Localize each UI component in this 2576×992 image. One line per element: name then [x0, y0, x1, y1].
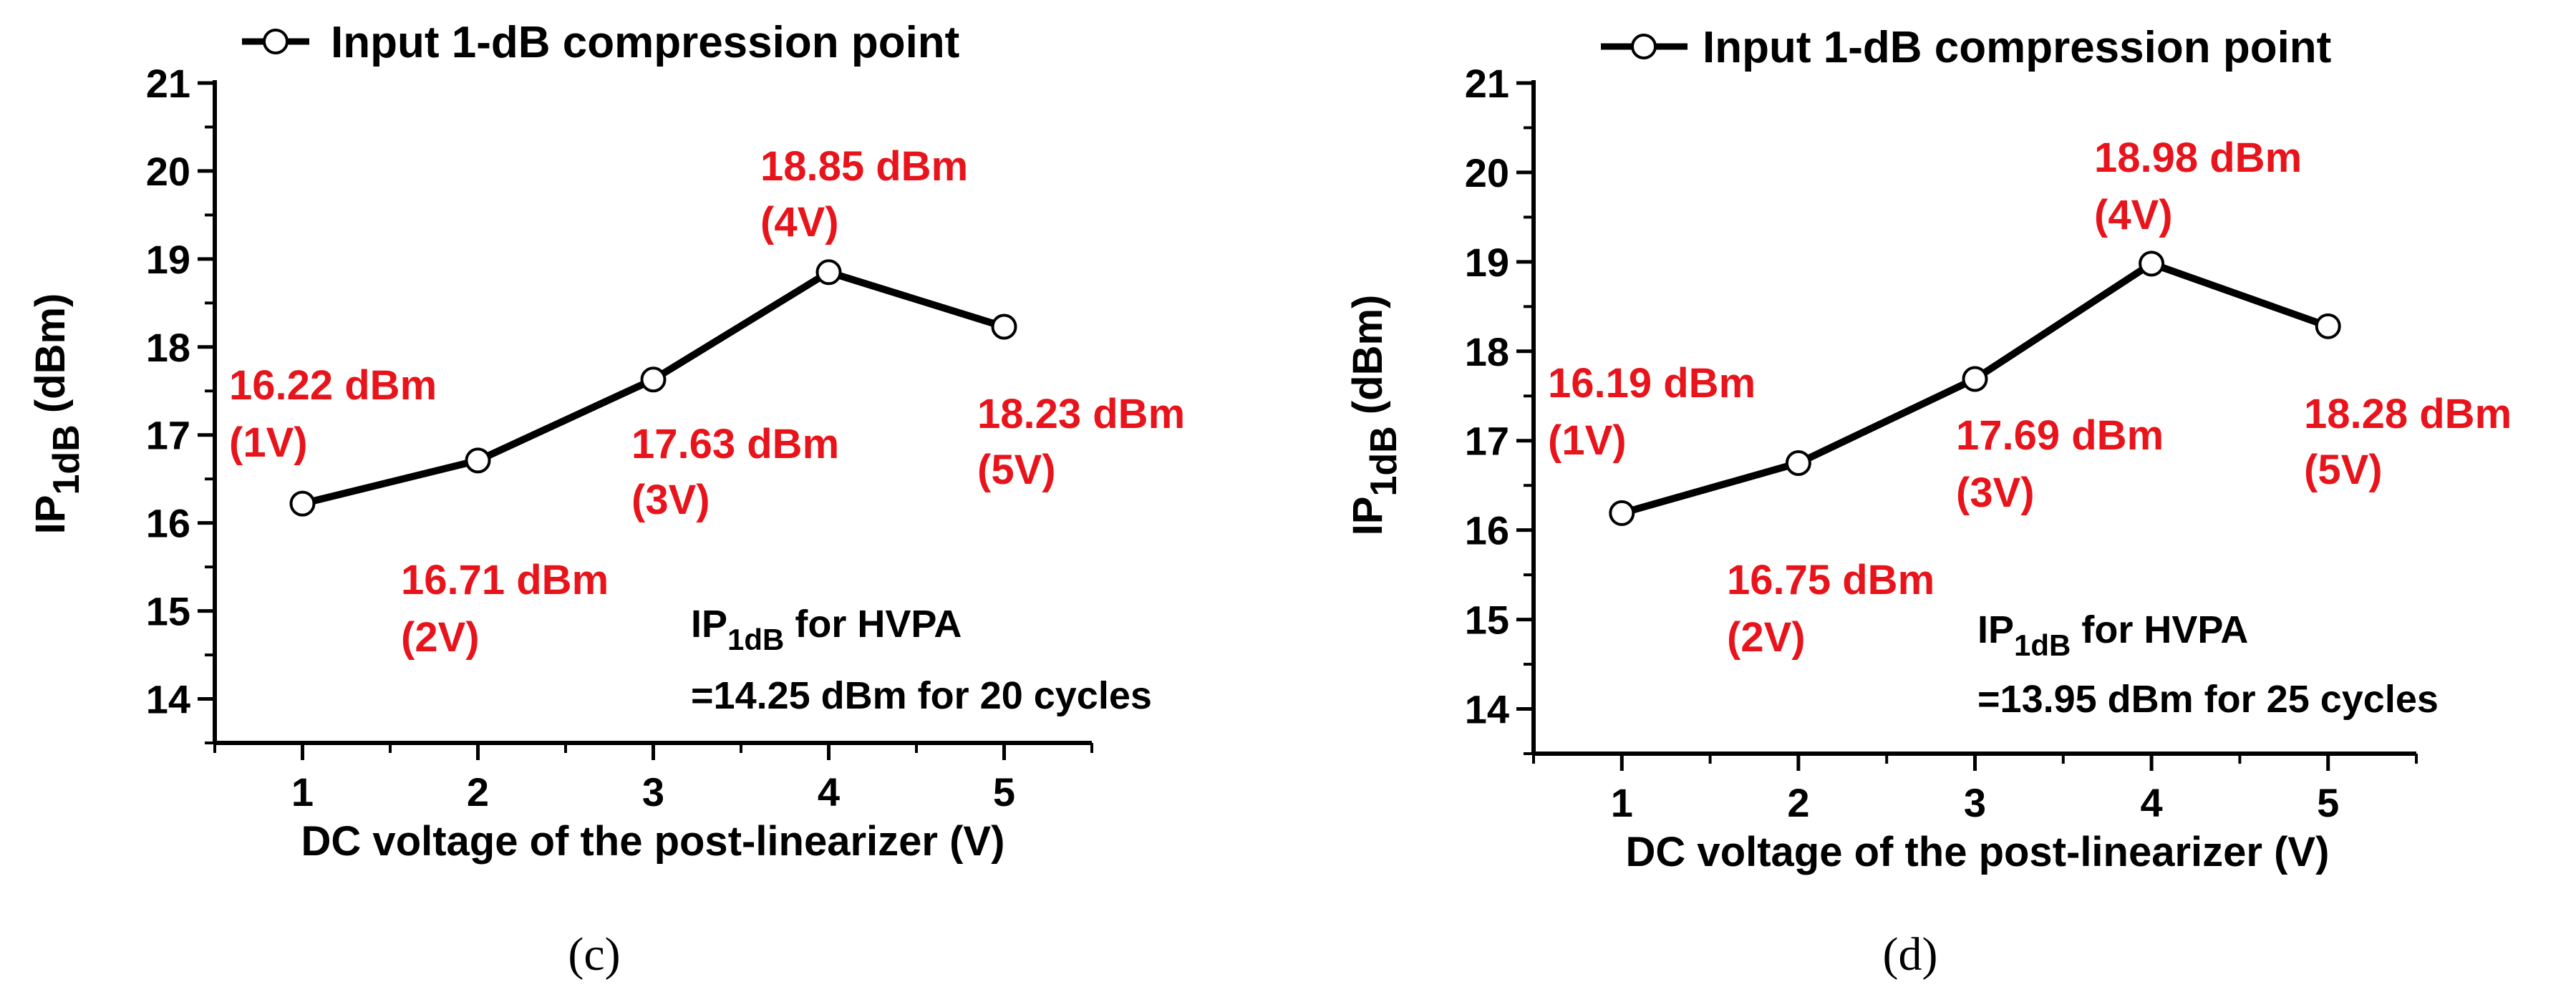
y-tick-label: 20: [146, 149, 190, 194]
y-tick-label: 14: [1465, 687, 1509, 732]
hvpa-note-line1: IP1dB for HVPA: [1977, 608, 2248, 662]
x-tick-label: 3: [642, 769, 664, 814]
hvpa-note-line2: =13.95 dBm for 25 cycles: [1977, 678, 2439, 721]
data-point: [289, 490, 316, 517]
point-value-label: 16.19 dBm: [1548, 360, 1756, 407]
panel-label: (c): [568, 928, 620, 981]
note-sub: 1dB: [2014, 628, 2071, 662]
data-point: [2315, 313, 2341, 339]
x-tick-label: 2: [467, 769, 489, 814]
point-value-label: 18.28 dBm: [2304, 391, 2512, 437]
point-value-label: 16.75 dBm: [1727, 557, 1935, 603]
data-point: [2139, 251, 2165, 277]
note-rest: for HVPA: [2071, 608, 2248, 651]
x-tick-label: 4: [2141, 780, 2163, 825]
y-tick-label: 19: [146, 237, 190, 282]
y-tick-label: 16: [1465, 508, 1509, 553]
point-voltage-label: (3V): [631, 477, 710, 523]
y-tick-label: 15: [1465, 598, 1509, 643]
point-value-label: 18.85 dBm: [760, 143, 968, 190]
y-title-main: IP: [1345, 497, 1391, 536]
legend-label: Input 1-dB compression point: [1703, 23, 2331, 72]
y-axis-title: IP1dB (dBm): [1345, 295, 1405, 536]
point-voltage-label: (1V): [1548, 417, 1627, 464]
note-rest: for HVPA: [784, 603, 962, 646]
x-tick-label: 5: [2317, 780, 2339, 825]
legend-marker: [263, 29, 289, 54]
point-voltage-label: (5V): [2304, 447, 2383, 493]
point-value-label: 17.63 dBm: [631, 421, 839, 467]
panel-label: (d): [1883, 928, 1938, 981]
y-tick-label: 17: [1465, 419, 1509, 464]
y-tick-label: 21: [1465, 61, 1509, 106]
y-tick-label: 20: [1465, 150, 1509, 195]
point-value-label: 18.98 dBm: [2094, 135, 2302, 181]
legend-label: Input 1-dB compression point: [331, 18, 959, 67]
point-voltage-label: (3V): [1956, 470, 2035, 516]
data-point: [991, 313, 1017, 340]
data-point: [1962, 366, 1988, 392]
y-title-sub: 1dB: [1363, 426, 1405, 496]
x-axis-title: DC voltage of the post-linearizer (V): [1626, 829, 2330, 875]
data-point: [640, 366, 667, 393]
y-title-unit: (dBm): [1345, 295, 1391, 427]
legend-marker: [1631, 34, 1657, 59]
y-tick-label: 18: [146, 325, 190, 370]
x-tick-label: 2: [1787, 780, 1809, 825]
note-sub: 1dB: [727, 623, 784, 656]
point-voltage-label: (2V): [1727, 614, 1806, 661]
y-tick-label: 21: [146, 61, 190, 106]
y-tick-label: 16: [146, 501, 190, 546]
y-tick-label: 15: [146, 589, 190, 634]
x-tick-label: 1: [1611, 780, 1633, 825]
y-tick-label: 19: [1465, 240, 1509, 285]
x-tick-label: 5: [993, 769, 1015, 814]
y-title-sub: 1dB: [46, 424, 87, 495]
data-point: [1609, 500, 1635, 526]
point-voltage-label: (2V): [401, 614, 480, 661]
point-voltage-label: (4V): [2094, 192, 2173, 238]
point-voltage-label: (4V): [760, 199, 839, 245]
y-tick-label: 17: [146, 413, 190, 458]
x-tick-label: 4: [818, 769, 840, 814]
y-tick-label: 18: [1465, 329, 1509, 374]
data-point: [815, 259, 842, 286]
point-value-label: 18.23 dBm: [977, 391, 1185, 437]
point-voltage-label: (1V): [229, 419, 308, 466]
x-tick-label: 1: [291, 769, 314, 814]
y-title-main: IP: [27, 495, 74, 535]
point-value-label: 16.71 dBm: [401, 557, 609, 603]
data-point: [1785, 449, 1811, 476]
y-tick-label: 14: [146, 677, 190, 722]
y-title-unit: (dBm): [27, 293, 74, 425]
note-ip: IP: [691, 603, 727, 646]
point-value-label: 16.22 dBm: [229, 362, 437, 409]
point-value-label: 17.69 dBm: [1956, 412, 2164, 459]
hvpa-note-line2: =14.25 dBm for 20 cycles: [691, 674, 1152, 717]
hvpa-note-line1: IP1dB for HVPA: [691, 603, 962, 656]
y-axis-title: IP1dB (dBm): [27, 293, 87, 535]
point-voltage-label: (5V): [977, 447, 1056, 493]
note-ip: IP: [1977, 608, 2014, 651]
x-tick-label: 3: [1964, 780, 1986, 825]
data-point: [465, 447, 491, 474]
x-axis-title: DC voltage of the post-linearizer (V): [301, 818, 1005, 865]
